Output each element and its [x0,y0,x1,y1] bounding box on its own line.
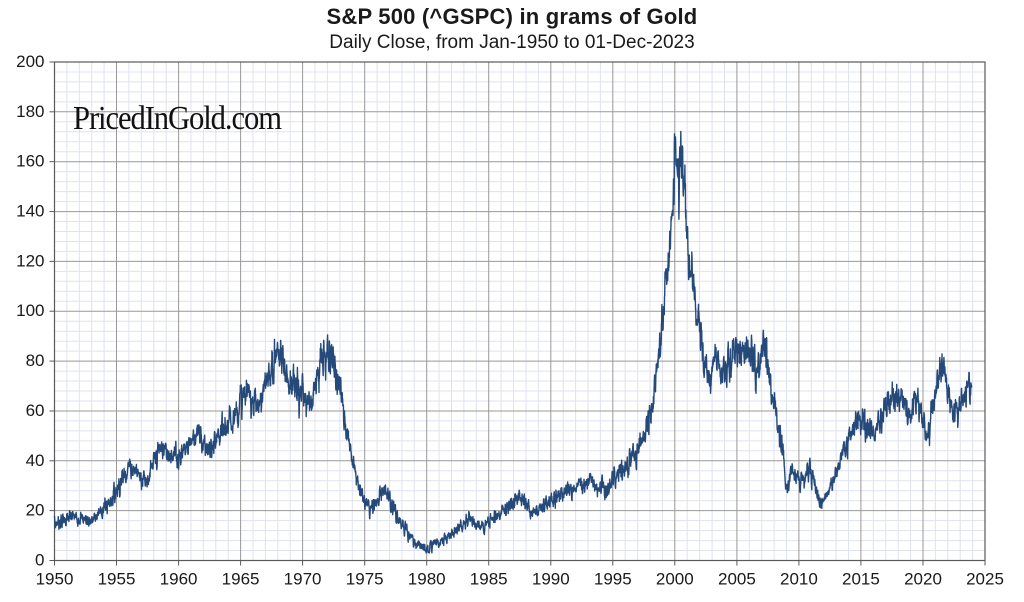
svg-text:1975: 1975 [346,570,384,589]
svg-text:120: 120 [16,251,44,270]
svg-text:1990: 1990 [532,570,570,589]
svg-text:1970: 1970 [284,570,322,589]
svg-text:140: 140 [16,202,44,221]
svg-text:1995: 1995 [594,570,632,589]
svg-text:1985: 1985 [470,570,508,589]
svg-text:160: 160 [16,152,44,171]
svg-text:2010: 2010 [780,570,818,589]
svg-text:2015: 2015 [842,570,880,589]
svg-text:80: 80 [26,351,45,370]
svg-text:1960: 1960 [160,570,198,589]
svg-text:0: 0 [35,551,44,570]
svg-text:1955: 1955 [98,570,136,589]
svg-text:1965: 1965 [222,570,260,589]
svg-text:20: 20 [26,501,45,520]
svg-text:2000: 2000 [656,570,694,589]
svg-text:200: 200 [16,52,44,71]
svg-text:1980: 1980 [408,570,446,589]
svg-text:60: 60 [26,401,45,420]
svg-text:180: 180 [16,102,44,121]
svg-text:2005: 2005 [718,570,756,589]
svg-text:2025: 2025 [966,570,1004,589]
svg-text:2020: 2020 [904,570,942,589]
svg-text:100: 100 [16,301,44,320]
svg-text:40: 40 [26,451,45,470]
svg-text:1950: 1950 [36,570,74,589]
